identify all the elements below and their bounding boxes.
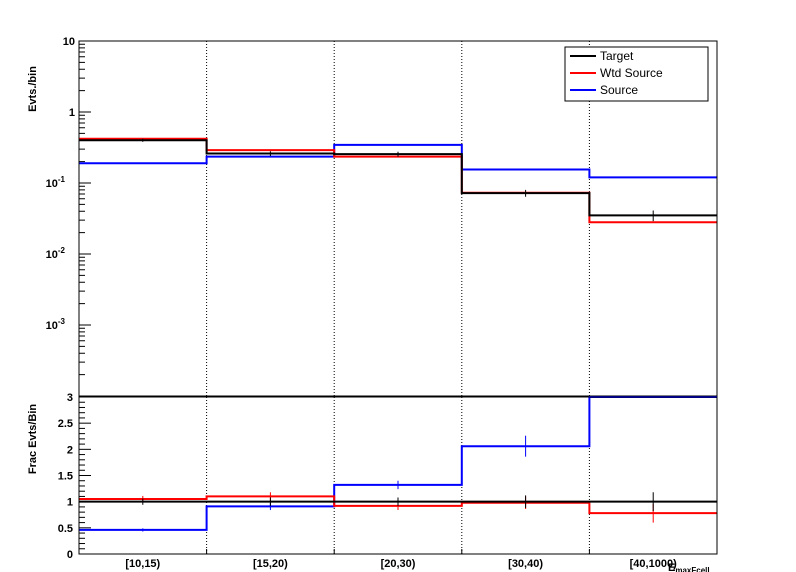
bottom-frame bbox=[78, 396, 718, 555]
x-category-label: [40,1000) bbox=[630, 558, 677, 570]
top-y-tick-label: 10-1 bbox=[46, 175, 66, 190]
top-y-axis-label: Evts./bin bbox=[27, 66, 39, 112]
x-category-label: [10,15) bbox=[125, 558, 160, 570]
top-y-tick-label: 1 bbox=[69, 107, 75, 119]
bottom-y-axis-label: Frac Evts/Bin bbox=[27, 404, 39, 475]
bottom-y-tick-label: 3 bbox=[67, 392, 73, 404]
top-y-tick-label: 10-2 bbox=[46, 246, 66, 261]
legend-entry: Wtd Source bbox=[600, 66, 663, 80]
legend-entry: Source bbox=[600, 83, 638, 97]
x-axis-label: EmaxFcell bbox=[668, 562, 710, 572]
top-y-tick-label: 10 bbox=[63, 36, 75, 48]
top-series-wtd-source bbox=[79, 137, 717, 224]
x-category-label: [20,30) bbox=[381, 558, 416, 570]
top-y-tick-label: 10-3 bbox=[46, 317, 66, 332]
top-series-source bbox=[79, 143, 717, 179]
bottom-pad: 0 0.5 1 1.5 2 2.5 3 Frac Evts/Bin [10,15) [15,20)… bbox=[27, 392, 718, 572]
bottom-y-tick-label: 0 bbox=[67, 549, 73, 561]
bottom-y-tick-label: 1.5 bbox=[58, 471, 73, 483]
top-pad: 10 1 10-1 10-2 10-3 Evts./bin Target Wtd Source… bbox=[27, 36, 718, 397]
bottom-y-tick-label: 2 bbox=[67, 444, 73, 456]
bottom-y-tick-label: 0.5 bbox=[58, 523, 73, 535]
bottom-y-tick-label: 2.5 bbox=[58, 418, 73, 430]
top-frame bbox=[78, 40, 718, 397]
x-category-label: [15,20) bbox=[253, 558, 288, 570]
x-category-label: [30,40) bbox=[508, 558, 543, 570]
legend-entry: Target bbox=[600, 49, 634, 63]
bottom-y-tick-label: 1 bbox=[67, 497, 73, 509]
